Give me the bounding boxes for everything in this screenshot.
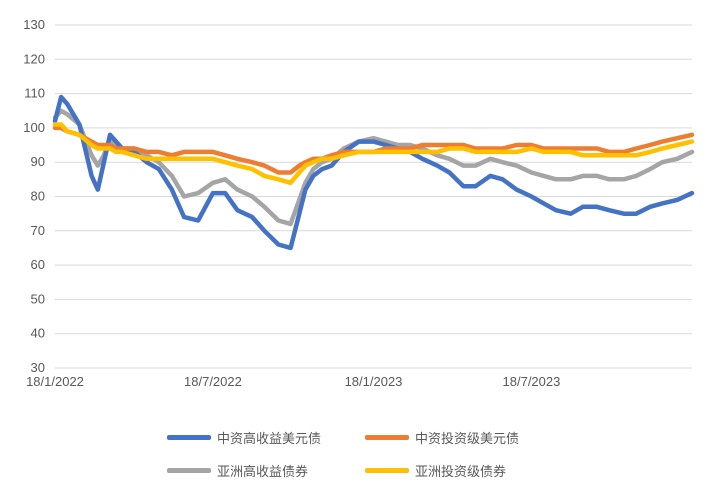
- gridlines: [55, 24, 692, 369]
- y-tick-label: 40: [31, 326, 45, 341]
- series-line-1: [52, 125, 695, 175]
- y-tick-label: 90: [31, 154, 45, 169]
- y-tick-label: 60: [31, 257, 45, 272]
- x-axis-tick-labels: 18/1/2022 18/7/2022 18/1/2023 18/7/2023: [26, 374, 560, 389]
- series-line-3: [52, 122, 695, 186]
- y-tick-label: 130: [23, 17, 45, 32]
- y-tick-label: 110: [24, 86, 45, 101]
- y-tick-label: 80: [31, 189, 45, 204]
- y-axis-tick-labels: 30 40 50 60 70 80 90 100 110 120 130: [23, 17, 45, 375]
- x-tick-label: 18/7/2022: [184, 374, 242, 389]
- x-tick-label: 18/1/2023: [345, 374, 403, 389]
- series-line-0: [52, 94, 695, 251]
- series-lines: [52, 94, 695, 251]
- y-tick-label: 100: [23, 120, 45, 135]
- y-tick-label: 50: [31, 291, 45, 306]
- x-tick-label: 18/7/2023: [503, 374, 561, 389]
- y-tick-label: 70: [31, 223, 45, 238]
- y-tick-label: 120: [23, 51, 45, 66]
- x-tick-label: 18/1/2022: [26, 374, 84, 389]
- y-tick-label: 30: [31, 360, 45, 375]
